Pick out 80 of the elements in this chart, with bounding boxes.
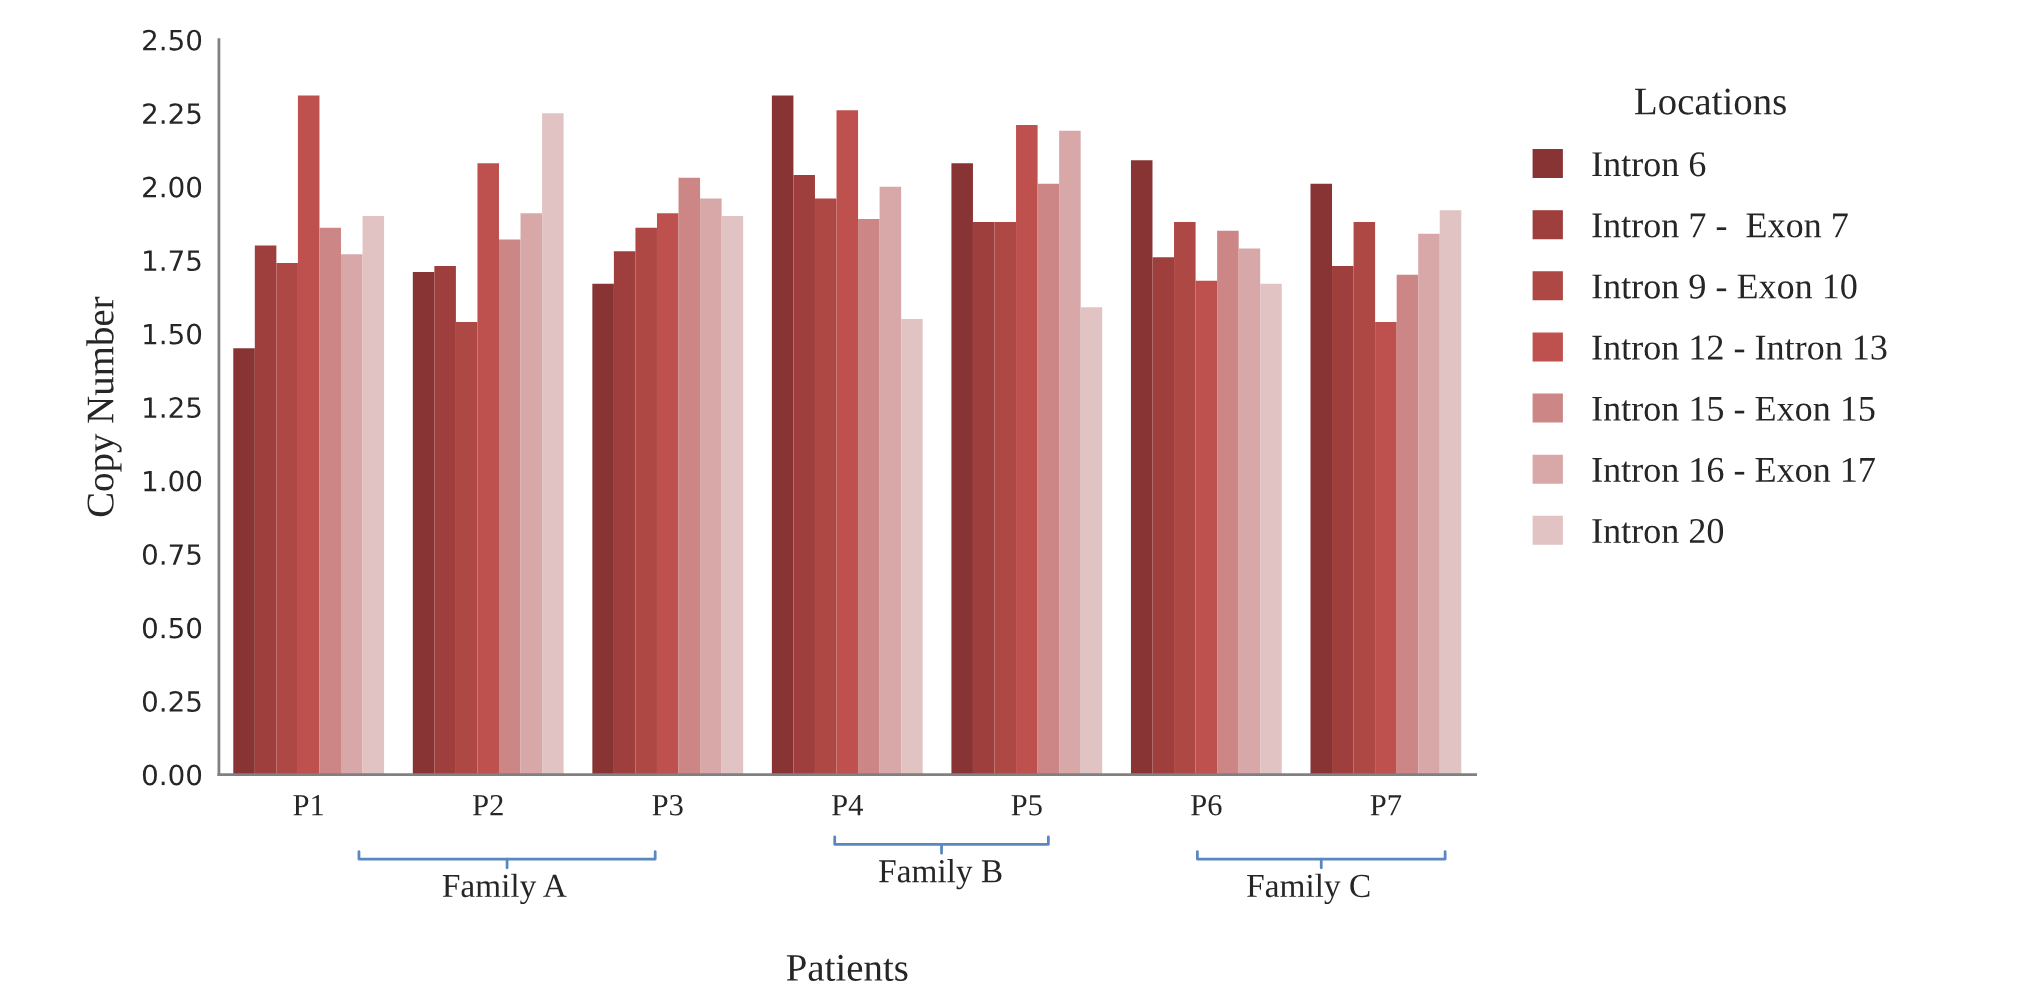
bar [771, 95, 794, 775]
bar [276, 263, 298, 775]
legend-label: Intron 7 - Exon 7 [1592, 213, 1848, 238]
text: Family A [442, 873, 567, 905]
bar [520, 213, 543, 775]
bar [1080, 307, 1103, 775]
y-tick-label: 2.00 [143, 176, 202, 198]
x-axis-title: Patients [786, 954, 908, 982]
y-tick-label: 1.75 [144, 250, 201, 272]
y-tick-label: 2.25 [143, 103, 201, 125]
x-tick-label: P4 [832, 795, 863, 816]
bar [721, 216, 744, 775]
bar [836, 110, 859, 775]
y-tick-label: 1.50 [144, 323, 202, 345]
bar [901, 318, 923, 775]
bar [1174, 221, 1196, 775]
x-tick-label: P7 [1370, 795, 1402, 816]
bar [341, 254, 363, 775]
legend-title: Locations [1635, 88, 1786, 115]
x-tick-label: P6 [1191, 794, 1222, 816]
legend-label: Intron 12 - Intron 13 [1592, 335, 1887, 360]
y-tick-label: 0.50 [142, 617, 202, 639]
bar [297, 95, 320, 775]
legend-label: Intron 16 - Exon 17 [1592, 457, 1875, 483]
legend-label: Intron 6 [1592, 152, 1706, 177]
bar [542, 113, 564, 775]
bar [1130, 160, 1153, 775]
x-tick-label: P3 [652, 794, 683, 816]
y-tick-label: 1.25 [144, 397, 201, 419]
bar [972, 221, 995, 775]
bar [1016, 124, 1038, 775]
bar [362, 216, 385, 775]
bar [793, 174, 815, 775]
bar [455, 321, 478, 775]
y-axis-title: Copy Number [86, 296, 122, 517]
x-tick-label: P1 [293, 795, 323, 816]
text: Family C [1247, 873, 1370, 905]
bar [678, 177, 701, 775]
bar [879, 186, 902, 775]
legend-label: Intron 15 - Exon 15 [1592, 396, 1875, 421]
bar [412, 271, 435, 775]
bar [1195, 280, 1218, 775]
bar [1217, 230, 1239, 775]
bar [1152, 257, 1175, 775]
bar [613, 251, 636, 775]
y-tick-label: 1.00 [144, 470, 202, 492]
x-tick-label: P5 [1011, 795, 1042, 816]
bar [1238, 248, 1261, 775]
x-tick-label: P2 [472, 794, 503, 816]
bar [951, 163, 973, 775]
bar [1418, 233, 1440, 775]
bar [319, 227, 341, 775]
text: Family B [879, 859, 1002, 890]
y-tick-label: 0.75 [142, 544, 201, 566]
bar [498, 239, 521, 775]
bar [1310, 183, 1333, 775]
bar [700, 198, 722, 775]
bar [858, 219, 880, 775]
bar [1375, 321, 1397, 775]
bar [635, 227, 657, 775]
legend-label: Intron 9 - Exon 10 [1592, 274, 1857, 299]
legend-label: Intron 20 [1592, 518, 1724, 544]
bar [1332, 266, 1354, 775]
y-tick-label: 0.00 [142, 764, 202, 786]
bar [1353, 221, 1376, 775]
bar [434, 266, 456, 775]
bar [1439, 210, 1462, 775]
bar [1396, 274, 1419, 775]
bar [1260, 283, 1282, 775]
bar [1059, 130, 1081, 775]
bar [233, 348, 255, 775]
bar [1037, 183, 1060, 775]
bar [477, 163, 499, 775]
bar [254, 245, 277, 775]
bar [814, 198, 837, 775]
bar [656, 213, 679, 775]
y-tick-label: 2.50 [143, 29, 202, 51]
bar [994, 221, 1017, 775]
bar [592, 283, 614, 775]
y-tick-label: 0.25 [142, 690, 201, 713]
